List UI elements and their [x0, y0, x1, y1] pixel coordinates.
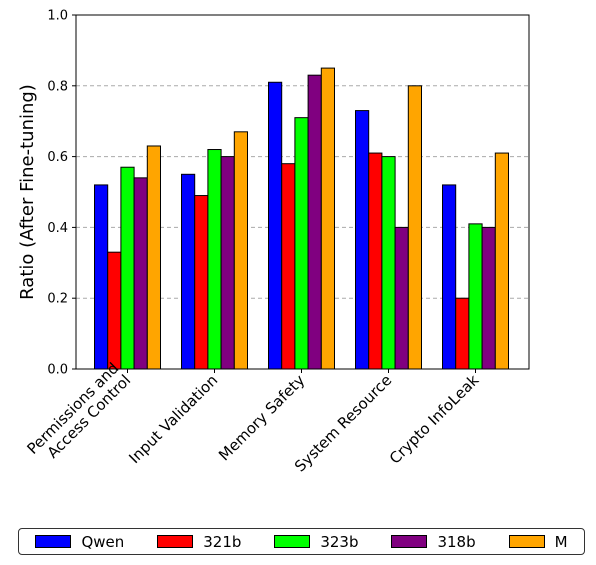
bar-321b-0	[107, 251, 122, 370]
bar-323b-2	[294, 117, 309, 370]
bar-m-2	[320, 67, 335, 370]
bar-321b-4	[455, 297, 470, 370]
x-tick-label-text: Memory Safety	[215, 371, 308, 464]
bar-m-4	[494, 152, 509, 370]
y-tick-label: 1.0	[47, 9, 68, 24]
plot-frame	[75, 14, 530, 370]
bar-318b-0	[133, 177, 148, 370]
legend-label: Qwen	[81, 532, 125, 551]
bar-321b-3	[368, 152, 383, 370]
y-tick-label: 0.0	[47, 363, 68, 378]
legend-label: M	[554, 532, 568, 551]
legend-swatch	[508, 535, 545, 548]
bar-323b-4	[468, 223, 483, 370]
bar-318b-4	[481, 226, 496, 370]
legend-swatch	[157, 535, 194, 548]
x-tick-label-text: Input Validation	[125, 371, 221, 467]
bar-qwen-0	[94, 184, 109, 370]
y-axis-ticks: 0.0 0.2 0.4 0.6 0.8 1.0	[47, 9, 76, 378]
bar-m-0	[146, 145, 162, 370]
x-tick-label-line: Input Validation	[125, 371, 221, 467]
x-tick-label-text: Crypto InfoLeak	[386, 371, 483, 468]
legend-label: 321b	[203, 532, 242, 551]
x-tick-label: Memory Safety	[215, 371, 308, 464]
y-tick-label: 0.6	[47, 150, 68, 165]
x-tick-label-line: Memory Safety	[215, 371, 308, 464]
bar-m-1	[233, 131, 249, 370]
y-axis-label: Ratio (After Fine-tuning)	[17, 84, 38, 300]
legend-swatch	[391, 535, 428, 548]
legend-swatch	[274, 535, 311, 548]
bar-qwen-3	[355, 110, 370, 370]
bar-323b-0	[120, 166, 135, 370]
x-tick-label-text: System Resource	[291, 371, 395, 475]
legend-item-m: M	[508, 532, 568, 551]
legend-item-321b: 321b	[157, 533, 241, 551]
bar-323b-1	[207, 149, 222, 370]
bar-qwen-2	[268, 81, 283, 370]
x-tick-label: Crypto InfoLeak	[386, 371, 483, 468]
bar-318b-3	[394, 226, 409, 370]
x-tick-label-line: Crypto InfoLeak	[386, 371, 483, 468]
y-tick-label: 0.8	[47, 79, 68, 94]
x-tick-label-line: System Resource	[291, 371, 395, 475]
bar-m-3	[407, 85, 422, 370]
x-tick-label-text: Permissions andAccess Control	[24, 359, 135, 470]
legend-item-318b: 318b	[391, 532, 476, 551]
legend-item-323b: 323b	[274, 532, 359, 551]
bar-318b-1	[220, 156, 235, 370]
y-tick-label: 0.4	[47, 221, 68, 236]
bar-318b-2	[307, 74, 322, 370]
legend-swatch	[35, 535, 72, 548]
legend-item-qwen: Qwen	[35, 533, 124, 551]
x-tick-label: Permissions andAccess Control	[24, 359, 135, 470]
x-tick-label: Input Validation	[125, 371, 221, 467]
y-tick-label: 0.2	[47, 292, 68, 307]
x-tick-label: System Resource	[291, 371, 395, 475]
legend: Qwen 321b 323b 318b M	[18, 528, 585, 555]
bar-321b-2	[281, 163, 296, 370]
bar-323b-3	[381, 156, 396, 370]
bar-chart: 0.0 0.2 0.4 0.6 0.8 1.0 Permissions andAccess…	[17, 9, 530, 475]
bar-qwen-4	[442, 184, 457, 370]
bars	[94, 67, 509, 370]
bar-321b-1	[194, 195, 209, 370]
legend-label: 318b	[437, 532, 476, 551]
bar-qwen-1	[181, 173, 196, 370]
legend-label: 323b	[320, 532, 359, 551]
